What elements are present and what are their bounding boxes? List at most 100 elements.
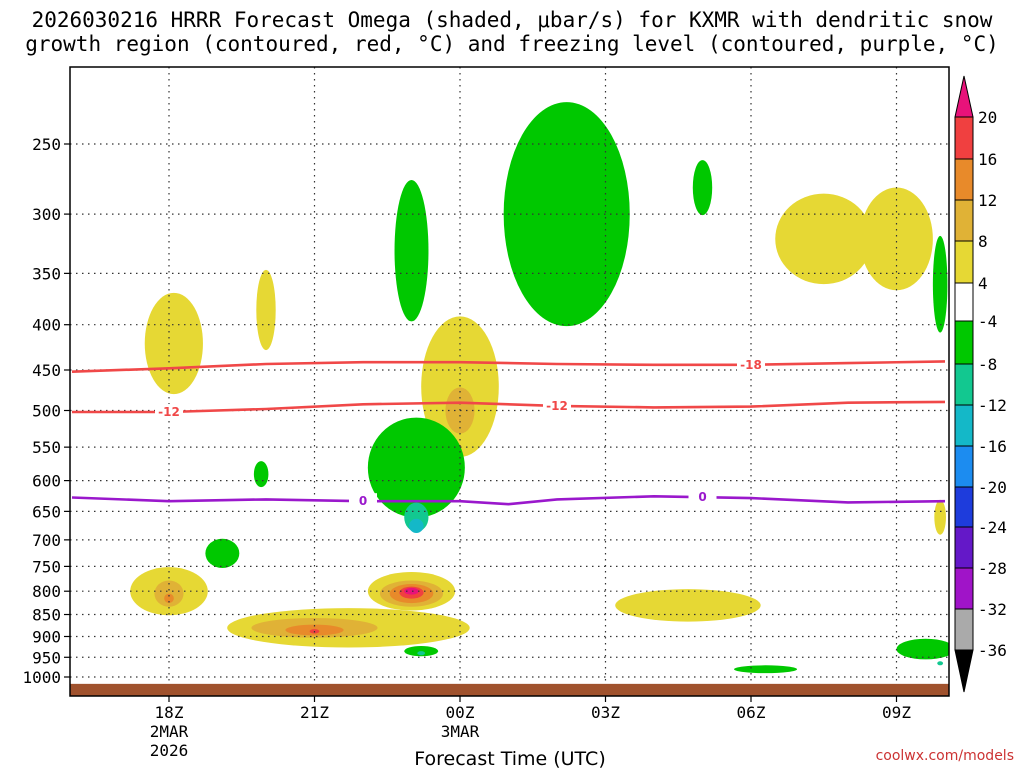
contour--18 [71,360,946,373]
colorbar-bin-11 [954,567,974,610]
colorbar-label: 12 [978,191,997,210]
y-tick-label-400: 400 [32,316,61,335]
omega-cell-30 [734,665,798,674]
contour-label--12: -12 [158,405,180,419]
contour-label--18: -18 [740,358,762,372]
credit-link[interactable]: coolwx.com/models [876,748,1014,764]
x-tick-date-18Z: 2MAR [150,722,189,741]
omega-cell-32 [896,638,949,660]
contour-0 [71,494,946,506]
omega-cell-17 [164,593,174,604]
omega-cell-7 [775,193,873,285]
x-axis-title: Forecast Time (UTC) [414,748,605,768]
omega-cell-9 [932,235,948,333]
x-tick-label-03Z: 03Z [591,703,620,722]
colorbar-bin-2 [954,199,974,242]
colorbar-label: -24 [978,518,1007,537]
ground-surface [70,683,949,696]
omega-cell-6 [692,160,713,216]
colorbar-label: -4 [978,312,997,331]
x-tick-year-18Z: 2026 [150,741,189,760]
omega-cell-0 [144,292,203,395]
omega-cell-28 [417,651,426,656]
x-tick-label-18Z: 18Z [155,703,184,722]
colorbar: 20 16 12 8 4 -4 -8 -12 -16 -20 -24 -28 -32 -36 [954,75,1007,693]
colorbar-top-arrow [954,75,974,118]
colorbar-bin-12 [954,608,974,651]
y-tick-label-1000: 1000 [22,668,61,687]
y-tick-label-700: 700 [32,531,61,550]
colorbar-label: -16 [978,437,1007,456]
contour-label-0: 0 [359,494,367,508]
y-tick-label-950: 950 [32,648,61,667]
colorbar-bin-10 [954,526,974,569]
contour-label-bg [155,404,183,419]
colorbar-label: -12 [978,396,1007,415]
gridlines [70,67,949,696]
omega-cell-5 [503,102,630,327]
colorbar-bin-5 [954,320,974,365]
contour-label-bg [737,356,765,371]
y-tick-label-550: 550 [32,438,61,457]
omega-cell-31 [934,499,946,535]
contour-label--12: -12 [546,399,568,413]
colorbar-bin-3 [954,240,974,284]
colorbar-bin-7 [954,404,974,447]
colorbar-label: -28 [978,559,1007,578]
colorbar-label: 8 [978,232,988,251]
contour--12 [72,400,946,414]
omega-cell-4 [394,180,429,322]
x-tick-label-21Z: 21Z [300,703,329,722]
omega-cell-26 [404,587,419,595]
contour-label-0: 0 [698,490,706,504]
x-tick-label-00Z: 00Z [446,703,475,722]
omega-cell-11 [367,417,465,518]
colorbar-label: -20 [978,478,1007,497]
x-tick-label-09Z: 09Z [882,703,911,722]
colorbar-bin-4 [954,282,974,322]
colorbar-bin-1 [954,158,974,201]
colorbar-bin-0 [954,116,974,160]
contour-layer: -18 -12 -12 0 0 [71,356,946,508]
omega-cell-13 [409,518,424,534]
y-tick-label-850: 850 [32,606,61,625]
colorbar-label: -8 [978,355,997,374]
colorbar-label: 4 [978,274,988,293]
chart-title-line-1: 2026030216 HRRR Forecast Omega (shaded, … [31,8,993,32]
chart-title-line-2: growth region (contoured, red, °C) and f… [25,32,999,56]
colorbar-bottom-arrow [954,649,974,693]
y-tick-label-350: 350 [32,264,61,283]
contour-label-bg [349,493,377,508]
y-tick-label-750: 750 [32,557,61,576]
colorbar-label: -36 [978,641,1007,660]
y-tick-label-650: 650 [32,502,61,521]
y-axis: 250 300 350 400 450 500 550 600 650 700 750 800 850 9… [22,135,70,687]
colorbar-label: -32 [978,600,1007,619]
colorbar-bin-8 [954,445,974,488]
y-tick-label-500: 500 [32,402,61,421]
omega-cell-29 [615,589,761,622]
plot-frame [69,66,950,697]
omega-cell-27 [404,646,439,657]
omega-cell-14 [205,538,240,568]
y-tick-label-800: 800 [32,582,61,601]
omega-cell-10 [253,461,269,488]
y-tick-label-600: 600 [32,472,61,491]
omega-cell-8 [860,187,933,291]
colorbar-bin-9 [954,486,974,528]
contour-label-bg [543,397,571,412]
colorbar-label: 20 [978,108,997,127]
contour-label-bg [688,489,717,504]
x-tick-label-06Z: 06Z [737,703,766,722]
y-tick-label-450: 450 [32,361,61,380]
y-tick-label-900: 900 [32,627,61,646]
omega-cell-1 [256,269,276,351]
y-tick-label-300: 300 [32,205,61,224]
x-tick-date-00Z: 3MAR [441,722,480,741]
colorbar-label: 16 [978,150,997,169]
omega-cell-16 [154,580,184,607]
colorbar-bin-6 [954,363,974,406]
omega-cell-33 [937,661,944,666]
